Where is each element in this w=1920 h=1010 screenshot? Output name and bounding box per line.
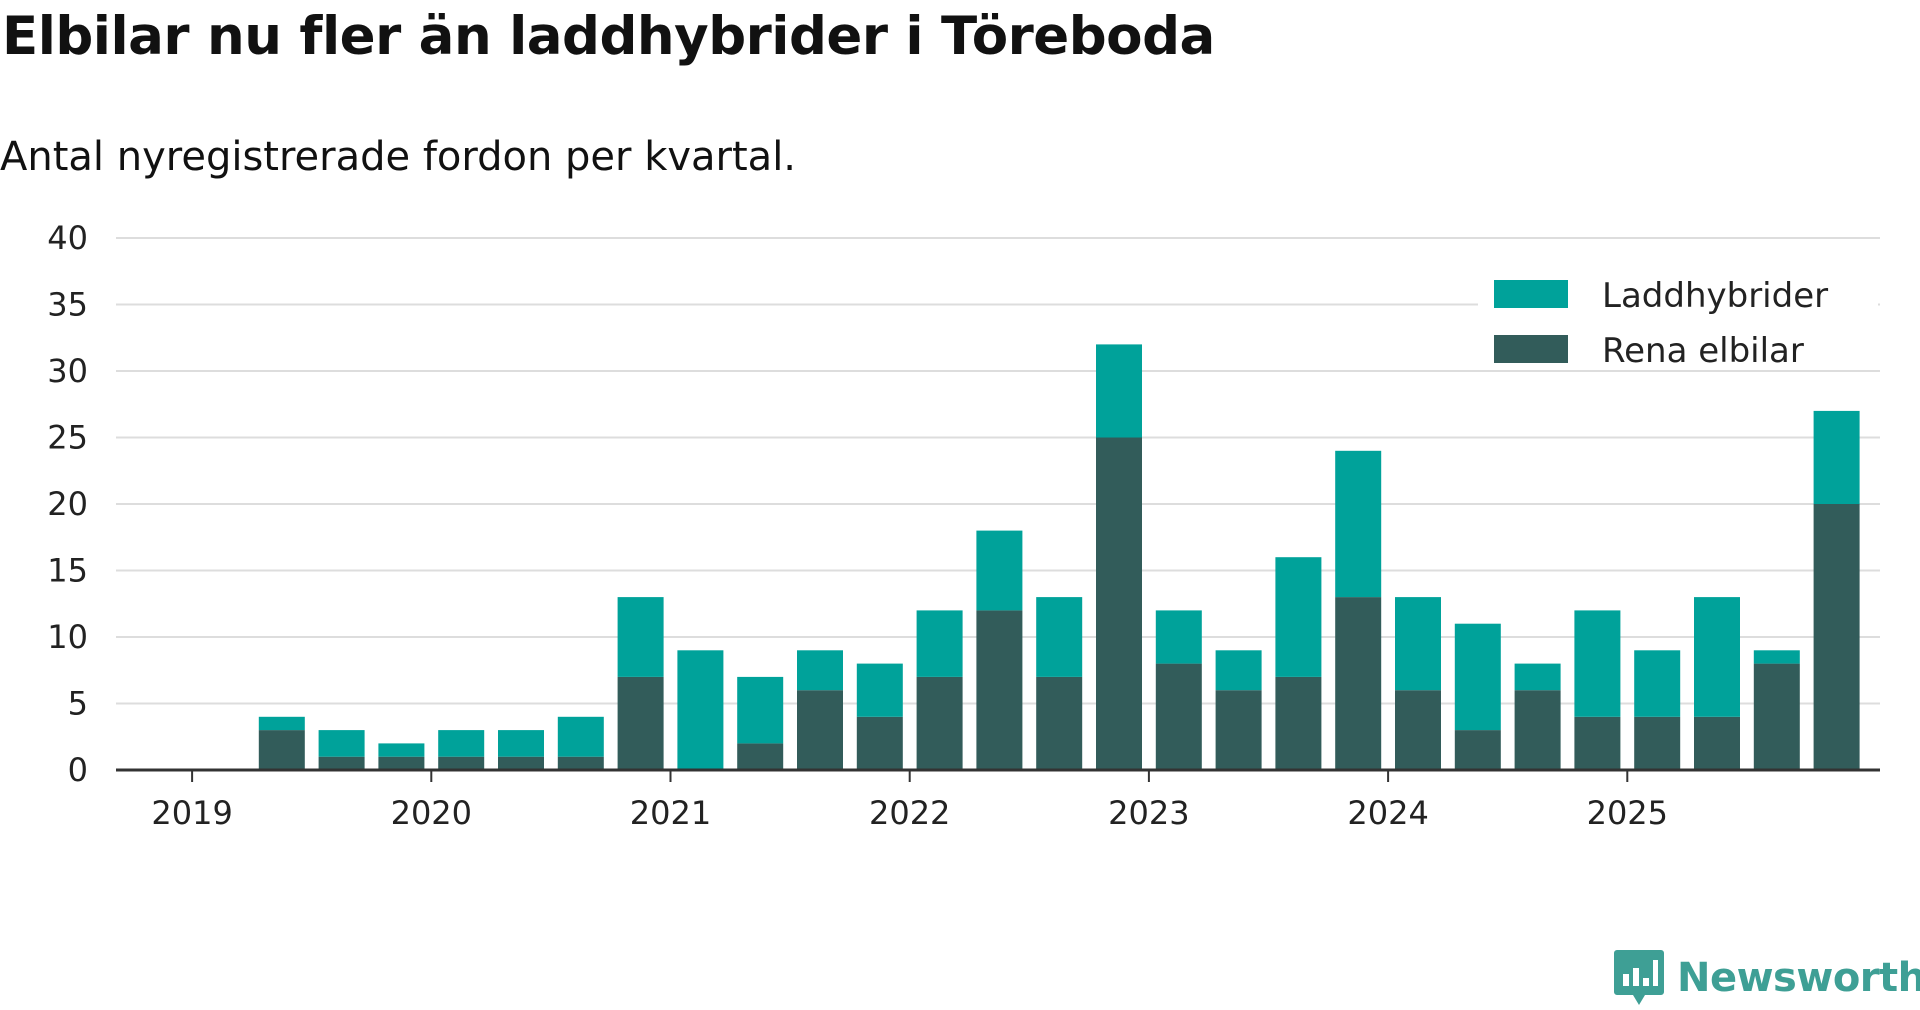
bar-laddhybrider: [797, 650, 843, 691]
brand: Newsworthy: [1613, 948, 1920, 1008]
bar-laddhybrider: [318, 730, 365, 757]
x-tick-label: 2019: [151, 794, 232, 832]
bar-rena-elbilar: [318, 756, 365, 770]
bar-rena-elbilar: [1155, 663, 1202, 770]
bar-rena-elbilar: [1454, 730, 1501, 770]
bar-laddhybrider: [1395, 597, 1441, 691]
bar-rena-elbilar: [1335, 597, 1382, 770]
bar-laddhybrider: [1514, 663, 1561, 691]
bar-rena-elbilar: [1036, 676, 1083, 770]
bar-laddhybrider: [498, 730, 544, 757]
y-tick-label: 20: [47, 485, 88, 523]
bar-rena-elbilar: [797, 690, 843, 770]
x-tick-label: 2020: [391, 794, 472, 832]
bar-rena-elbilar: [1753, 663, 1800, 770]
bar-laddhybrider: [677, 650, 724, 770]
chart-title: Elbilar nu fler än laddhybrider i Törebo…: [2, 6, 1215, 67]
bar-laddhybrider: [1155, 610, 1202, 664]
bar-rena-elbilar: [737, 743, 784, 770]
y-tick-label: 40: [47, 219, 88, 257]
bar-rena-elbilar: [378, 756, 425, 770]
x-tick-label: 2024: [1347, 794, 1428, 832]
x-tick-label: 2022: [869, 794, 950, 832]
legend-swatch-laddhybrider: [1494, 280, 1568, 308]
bar-laddhybrider: [856, 663, 903, 717]
bar-laddhybrider: [1753, 650, 1800, 664]
bar-laddhybrider: [1096, 344, 1142, 438]
bar-laddhybrider: [737, 676, 784, 744]
bar-rena-elbilar: [916, 676, 963, 770]
bar-rena-elbilar: [1574, 716, 1621, 770]
chart-subtitle: Antal nyregistrerade fordon per kvartal.: [0, 134, 797, 180]
bar-laddhybrider: [1813, 410, 1860, 504]
bar-rena-elbilar: [557, 756, 604, 770]
bar-laddhybrider: [1694, 597, 1740, 717]
y-tick-label: 30: [47, 352, 88, 390]
y-tick-label: 35: [47, 286, 88, 324]
bar-rena-elbilar: [1694, 716, 1740, 770]
bar-laddhybrider: [1335, 450, 1382, 598]
bar-rena-elbilar: [498, 756, 544, 770]
bar-rena-elbilar: [856, 716, 903, 770]
x-tick-label: 2025: [1587, 794, 1668, 832]
bar-rena-elbilar: [1514, 690, 1561, 770]
bar-laddhybrider: [1454, 623, 1501, 731]
y-tick-label: 10: [47, 618, 88, 656]
bar-laddhybrider: [1634, 650, 1681, 717]
y-tick-label: 15: [47, 552, 88, 590]
y-tick-label: 0: [68, 751, 88, 789]
legend-swatch-rena-elbilar: [1494, 335, 1568, 363]
bar-rena-elbilar: [1215, 690, 1262, 770]
bar-laddhybrider: [378, 743, 425, 757]
bar-rena-elbilar: [438, 756, 485, 770]
bar-laddhybrider: [1036, 597, 1083, 677]
y-tick-label: 5: [68, 685, 88, 723]
bar-laddhybrider: [1275, 557, 1322, 677]
bar-rena-elbilar: [617, 676, 664, 770]
bar-laddhybrider: [557, 716, 604, 757]
bar-laddhybrider: [976, 530, 1023, 611]
bar-rena-elbilar: [1096, 437, 1142, 770]
bar-laddhybrider: [617, 597, 664, 677]
bar-laddhybrider: [1215, 650, 1262, 691]
bar-rena-elbilar: [258, 730, 305, 770]
bar-rena-elbilar: [1813, 504, 1860, 770]
bar-laddhybrider: [1574, 610, 1621, 717]
bar-rena-elbilar: [976, 610, 1023, 770]
legend-label-rena-elbilar: Rena elbilar: [1602, 331, 1804, 371]
bar-rena-elbilar: [1275, 676, 1322, 770]
y-tick-label: 25: [47, 419, 88, 457]
bar-laddhybrider: [438, 730, 485, 757]
bar-rena-elbilar: [1395, 690, 1441, 770]
brand-name: Newsworthy: [1677, 955, 1920, 1001]
x-tick-label: 2023: [1108, 794, 1189, 832]
x-tick-label: 2021: [630, 794, 711, 832]
bar-laddhybrider: [258, 716, 305, 731]
legend-label-laddhybrider: Laddhybrider: [1602, 276, 1828, 316]
bar-laddhybrider: [916, 610, 963, 677]
bar-rena-elbilar: [1634, 716, 1681, 770]
newsworthy-logo-icon: [1614, 950, 1664, 1005]
